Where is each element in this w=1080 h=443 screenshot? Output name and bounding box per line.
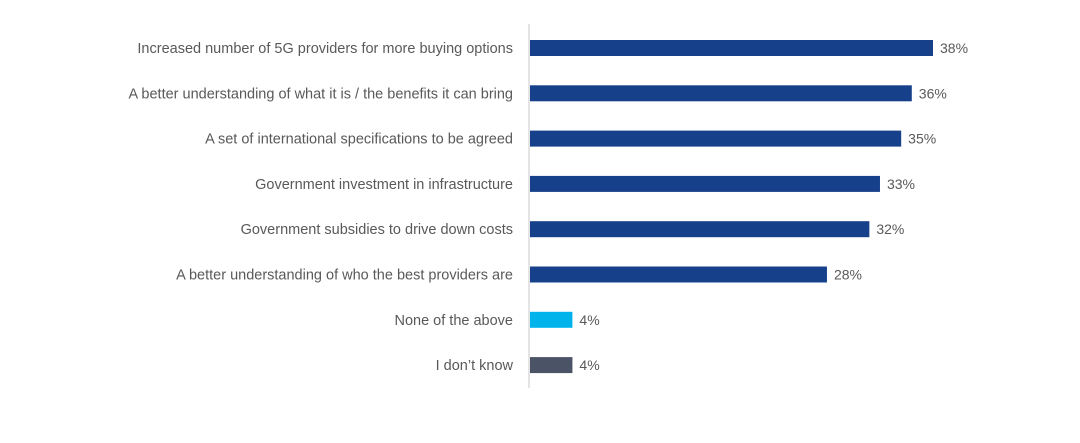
bar — [530, 221, 870, 238]
bar — [530, 40, 933, 56]
category-label: A better understanding of what it is / t… — [129, 86, 513, 102]
value-label: 4% — [579, 312, 599, 328]
category-label: Increased number of 5G providers for mor… — [137, 41, 513, 57]
category-label: None of the above — [394, 313, 513, 329]
category-label: Government investment in infrastructure — [255, 177, 513, 193]
bar — [530, 266, 827, 283]
bar — [530, 357, 573, 374]
category-label: A better understanding of who the best p… — [176, 268, 513, 284]
bar — [530, 130, 902, 147]
category-label: A set of international specifications to… — [205, 132, 513, 148]
category-label: I don’t know — [436, 358, 514, 374]
value-label: 32% — [876, 221, 904, 237]
value-label: 28% — [834, 267, 862, 283]
bar — [530, 175, 880, 192]
value-label: 33% — [887, 176, 915, 192]
value-label: 4% — [579, 357, 599, 373]
bar — [530, 311, 573, 328]
value-label: 38% — [940, 40, 968, 56]
value-label: 36% — [919, 85, 947, 101]
bar — [530, 85, 912, 102]
category-label: Government subsidies to drive down costs — [241, 222, 513, 238]
value-label: 35% — [908, 131, 936, 147]
